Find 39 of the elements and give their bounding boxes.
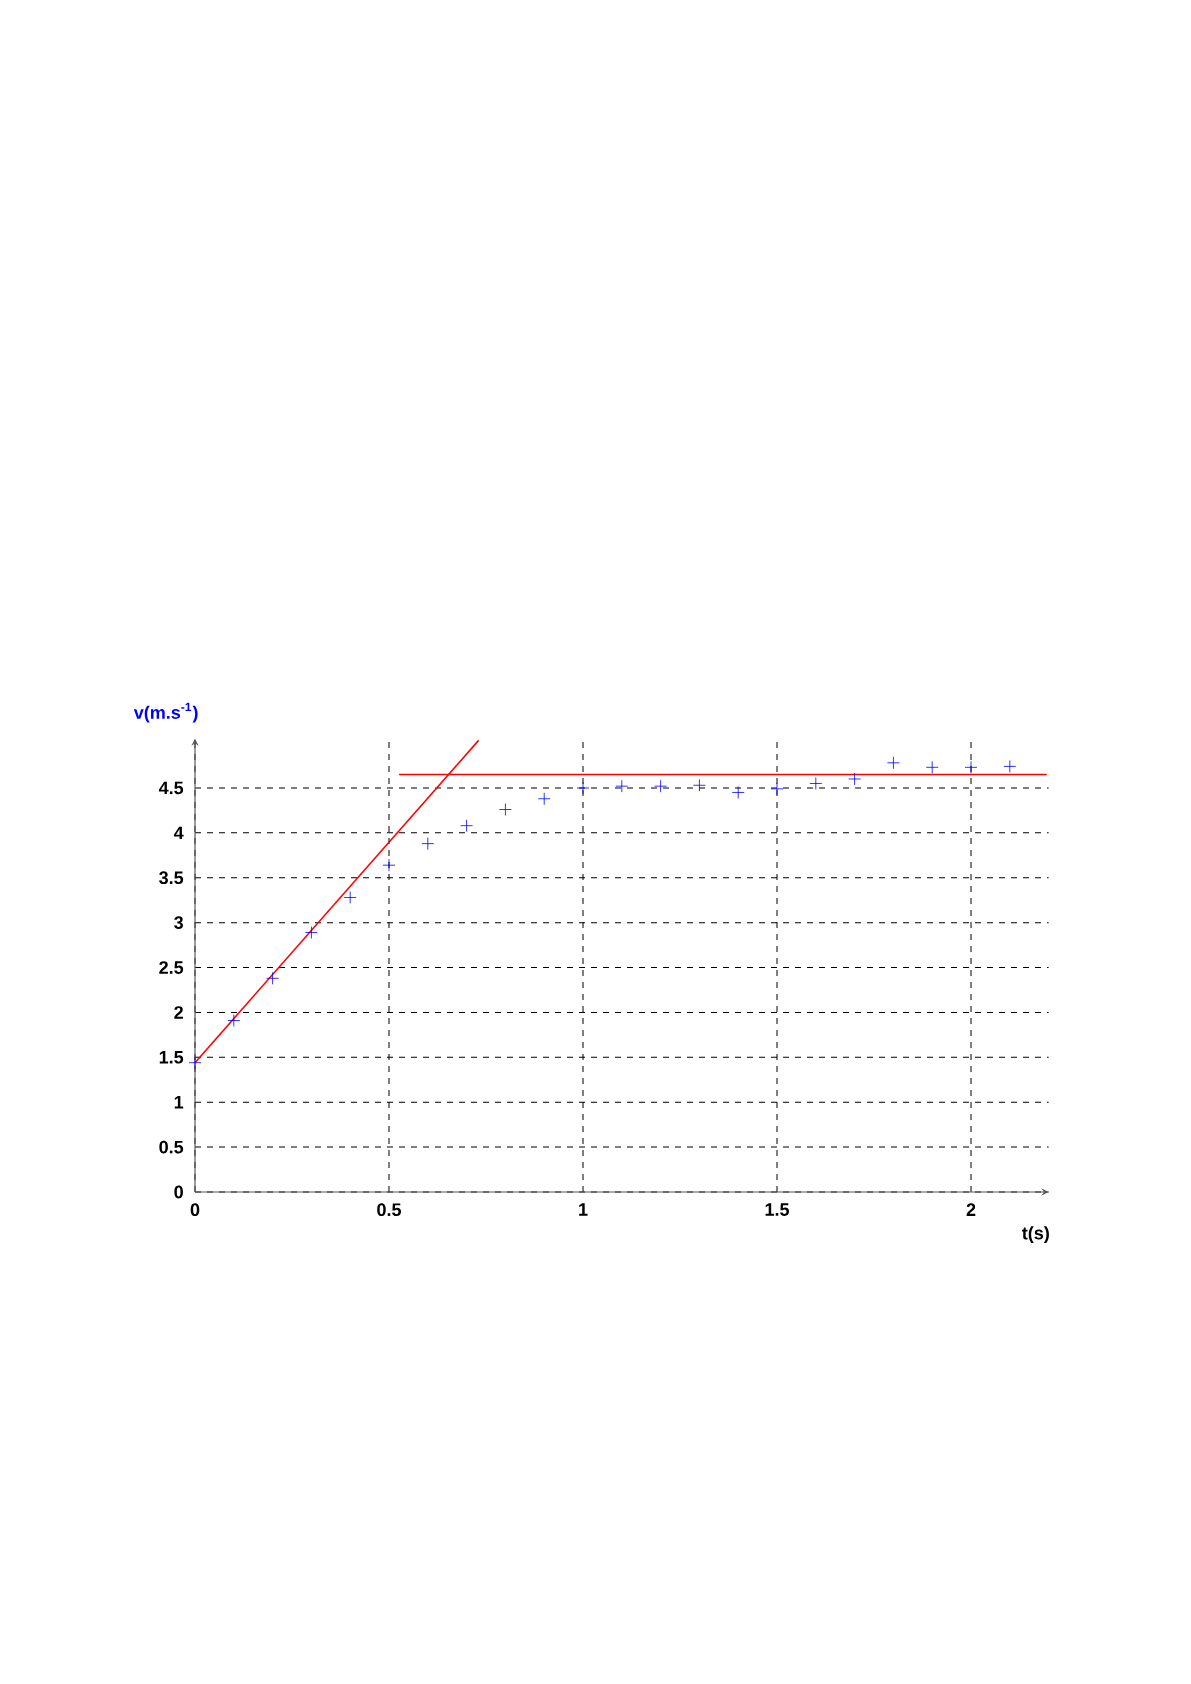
x-tick-label: 1 xyxy=(579,1203,588,1216)
point xyxy=(925,760,939,774)
point xyxy=(770,782,784,796)
point xyxy=(964,760,978,774)
y-tick-label: 3.5 xyxy=(159,871,184,885)
y-tick-label: 2 xyxy=(174,1006,183,1019)
point xyxy=(1003,760,1017,773)
point xyxy=(537,792,551,806)
x-tick-label: 0.5 xyxy=(377,1203,402,1217)
point xyxy=(887,756,900,770)
y-axis-title: v(m.s$^{-1}$) xyxy=(133,702,198,723)
point xyxy=(266,971,279,985)
x-axis-title: t(s) xyxy=(1022,1226,1049,1244)
point xyxy=(693,778,706,792)
point xyxy=(499,803,512,816)
y-tick-label: 0.5 xyxy=(159,1140,184,1154)
y-tick-label: 4 xyxy=(173,826,184,840)
point xyxy=(654,779,668,793)
point xyxy=(421,837,435,851)
point xyxy=(382,858,396,872)
y-tick-label: 2.5 xyxy=(159,961,184,974)
point xyxy=(615,779,629,793)
y-tick-label: 4.5 xyxy=(158,781,184,795)
x-tick-label: 0 xyxy=(190,1203,200,1217)
point xyxy=(731,786,745,799)
y-tick-label: 3 xyxy=(174,916,184,930)
point xyxy=(848,772,862,786)
x-tick-label: 1.5 xyxy=(765,1203,790,1216)
point xyxy=(343,891,357,904)
point xyxy=(188,1056,202,1070)
y-tick-label: 0 xyxy=(174,1185,183,1199)
point xyxy=(576,781,590,795)
point xyxy=(227,1014,241,1027)
point xyxy=(460,819,473,833)
point xyxy=(809,777,823,790)
x-tick-label: 2 xyxy=(966,1203,976,1216)
y-tick-label: 1.5 xyxy=(159,1051,184,1064)
point xyxy=(305,926,318,939)
y-tick-label: 1 xyxy=(174,1096,184,1109)
